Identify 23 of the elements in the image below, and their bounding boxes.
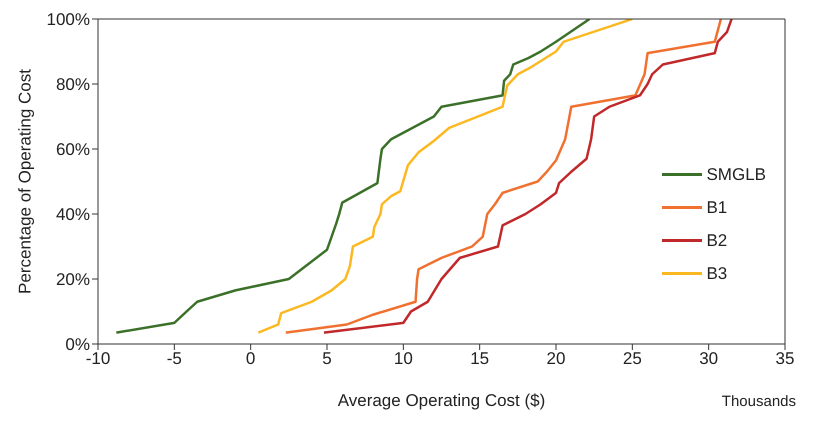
y-tick-label: 80% — [56, 75, 90, 94]
x-tick-label: 25 — [622, 349, 642, 368]
legend-label: B2 — [706, 230, 728, 250]
y-tick-label: 100% — [46, 10, 90, 30]
x-tick-label: 20 — [546, 349, 566, 368]
x-tick-label: 5 — [322, 349, 332, 368]
x-tick-label: 30 — [699, 349, 718, 368]
x-tick-label: 35 — [776, 349, 794, 368]
legend-label: B3 — [706, 264, 728, 284]
legend-label: B1 — [706, 198, 728, 218]
x-tick-label: 0 — [246, 349, 256, 368]
y-tick-label: 60% — [56, 140, 90, 160]
line-series — [257, 19, 634, 334]
text: Thousands — [722, 393, 796, 410]
y-tick-label: 20% — [56, 270, 90, 290]
line-series — [115, 19, 591, 334]
y-tick-label: 40% — [56, 205, 90, 224]
x-tick-label: 15 — [470, 349, 490, 368]
x-axis-title: Average Operating Cost ($) — [338, 391, 546, 410]
x-tick-label: 10 — [394, 349, 413, 368]
y-axis-title: Percentage of Operating Cost — [15, 68, 34, 294]
legend-label: SMGLB — [706, 164, 766, 184]
x-tick-label: -5 — [166, 349, 182, 368]
